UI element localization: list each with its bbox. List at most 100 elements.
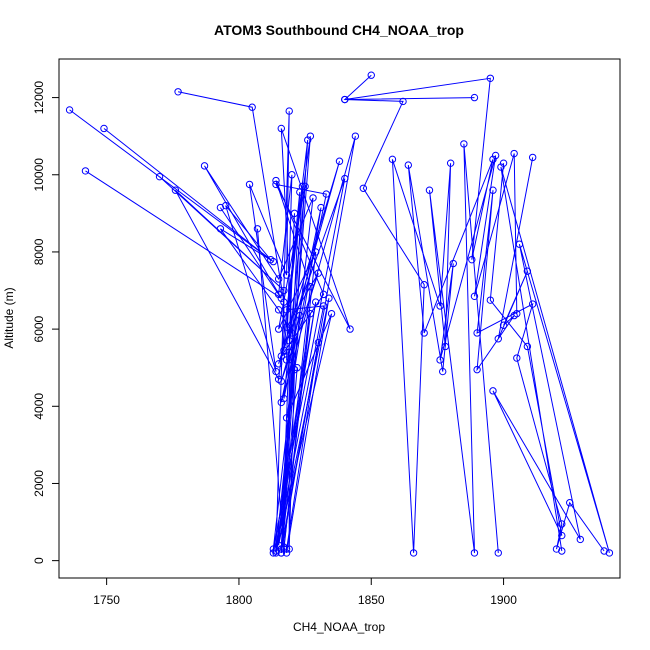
series-layer [65, 71, 614, 557]
data-point [494, 549, 502, 557]
data-point [600, 547, 608, 555]
data-point [282, 549, 291, 557]
data-point [468, 255, 476, 264]
data-point [171, 186, 180, 194]
data-point [266, 255, 275, 264]
data-point [277, 545, 285, 553]
x-tick-label: 1850 [358, 593, 385, 607]
data-point [285, 545, 293, 553]
data-point [306, 132, 315, 140]
data-point [277, 294, 285, 302]
y-axis: 0 2000 4000 6000 8000 10000 12000 [32, 81, 60, 564]
data-point [245, 180, 254, 189]
data-point [552, 545, 561, 553]
data-point [296, 188, 304, 196]
series-6 [216, 171, 328, 557]
data-point [513, 354, 521, 362]
data-point [558, 531, 566, 540]
y-tick-label: 0 [32, 557, 46, 564]
data-point [409, 549, 418, 557]
series-line [476, 157, 605, 552]
data-point [558, 520, 566, 528]
series-line [69, 109, 351, 550]
data-point [277, 124, 285, 133]
series-10 [486, 159, 614, 557]
series-line [489, 163, 610, 554]
data-point [272, 547, 280, 555]
data-point [288, 171, 296, 179]
data-point [470, 292, 479, 301]
data-point [425, 186, 434, 194]
x-tick-label: 1800 [226, 593, 253, 607]
data-point [325, 294, 333, 302]
data-point [306, 282, 315, 291]
data-point [327, 309, 336, 318]
data-point [420, 281, 428, 289]
data-point [277, 398, 285, 407]
data-point [274, 275, 283, 283]
data-point [523, 342, 532, 351]
data-point [489, 155, 497, 164]
data-point [346, 325, 354, 333]
data-point [174, 88, 182, 96]
data-point [277, 549, 285, 557]
data-point [248, 103, 256, 111]
data-point [81, 167, 90, 175]
series-line [344, 77, 518, 372]
data-point [497, 163, 505, 171]
y-tick-label: 8000 [32, 238, 46, 265]
y-tick-label: 10000 [32, 158, 46, 192]
data-point [285, 107, 293, 115]
y-tick-label: 6000 [32, 315, 46, 342]
data-point [449, 259, 457, 268]
data-point [446, 159, 455, 167]
data-point [499, 321, 508, 329]
y-tick-label: 2000 [32, 470, 46, 497]
data-point [494, 335, 502, 343]
data-point [404, 161, 413, 169]
data-point [282, 356, 291, 364]
data-point [473, 329, 481, 337]
data-point [367, 71, 375, 79]
data-point [558, 547, 566, 555]
data-point [473, 365, 481, 374]
series-line [343, 74, 499, 553]
data-point [282, 323, 291, 331]
data-point [296, 311, 304, 320]
data-point [515, 240, 524, 248]
data-point [200, 162, 209, 170]
series-line [219, 174, 325, 553]
series-8 [341, 74, 521, 376]
data-point [359, 184, 368, 192]
data-point [274, 325, 283, 333]
series-7 [341, 71, 502, 557]
series-9 [473, 153, 608, 555]
data-point [155, 172, 164, 181]
data-point [280, 286, 288, 295]
x-tick-label: 1900 [490, 593, 517, 607]
data-point [420, 329, 428, 337]
data-point [277, 352, 285, 360]
data-point [65, 106, 74, 114]
data-point [486, 74, 495, 82]
data-point [274, 290, 283, 299]
data-point [290, 365, 299, 374]
data-point [470, 549, 479, 557]
data-point [470, 93, 479, 102]
data-point [460, 140, 468, 148]
data-point [216, 203, 225, 212]
y-tick-label: 12000 [32, 81, 46, 115]
data-point [253, 225, 262, 233]
data-point [319, 290, 328, 299]
x-axis: 1750 1800 1850 1900 [93, 577, 517, 607]
x-axis-label: CH4_NOAA_trop [293, 620, 385, 634]
data-point [335, 157, 344, 165]
data-point [576, 535, 585, 544]
data-point [351, 132, 360, 140]
data-point [274, 360, 283, 368]
data-point [309, 194, 317, 202]
data-point [388, 155, 397, 164]
data-point [100, 124, 108, 133]
